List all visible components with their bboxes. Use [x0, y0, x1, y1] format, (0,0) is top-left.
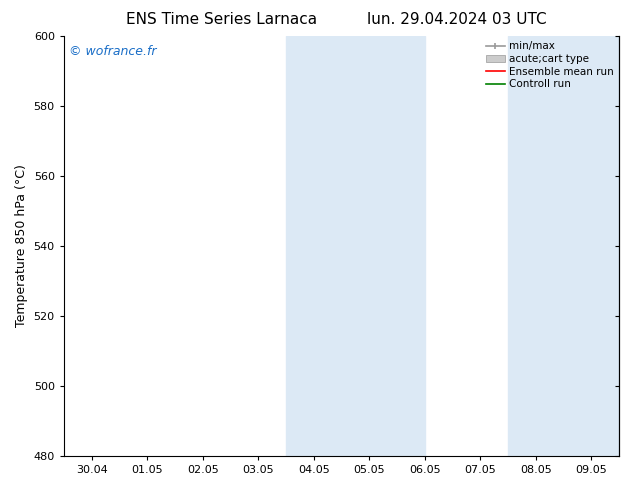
Text: ENS Time Series Larnaca: ENS Time Series Larnaca	[126, 12, 318, 27]
Y-axis label: Temperature 850 hPa (°C): Temperature 850 hPa (°C)	[15, 165, 28, 327]
Text: © wofrance.fr: © wofrance.fr	[69, 45, 157, 57]
Bar	[286, 36, 425, 456]
Legend: min/max, acute;cart type, Ensemble mean run, Controll run: min/max, acute;cart type, Ensemble mean …	[484, 39, 616, 91]
Text: lun. 29.04.2024 03 UTC: lun. 29.04.2024 03 UTC	[366, 12, 547, 27]
Bar	[508, 36, 619, 456]
